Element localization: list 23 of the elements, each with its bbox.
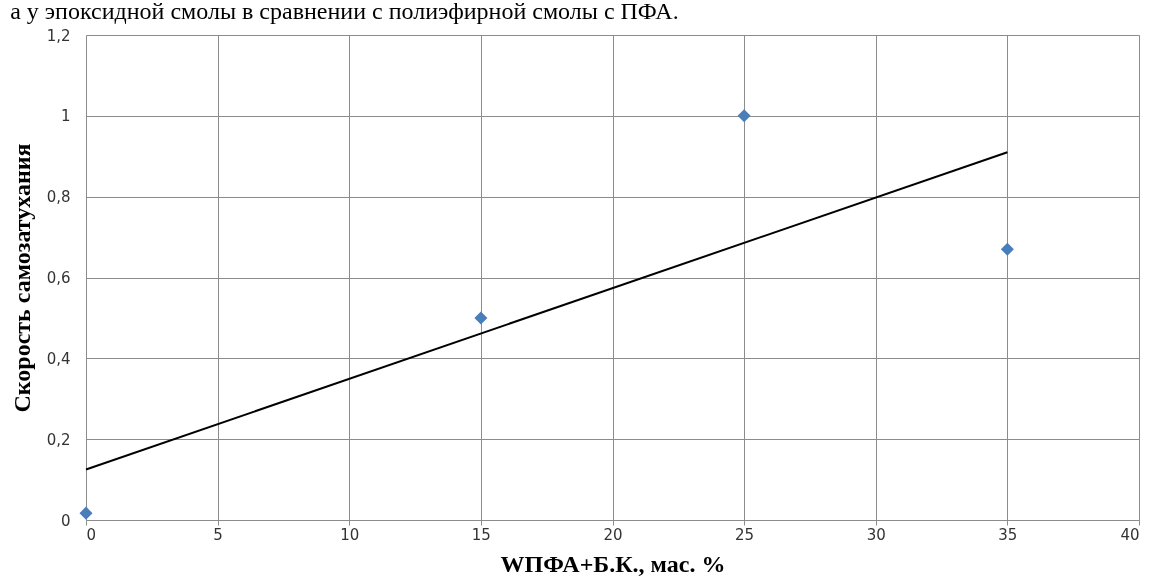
y-tick-label: 1,2 [46, 26, 71, 45]
y-tick-label: 0,6 [46, 269, 71, 287]
y-tick-label: 0,8 [46, 188, 71, 207]
point [79, 506, 93, 520]
y-axis-title: Скорость самозатухания [8, 143, 35, 413]
y-tick-label: 0 [60, 511, 71, 530]
y-tick-label: 1 [60, 107, 71, 126]
x-tick-label: 5 [213, 525, 223, 544]
point [737, 109, 751, 123]
y-tick-label: 0,2 [46, 430, 71, 449]
text: а у эпоксидной смолы в сравнении с полиэфирной смолы с ПФА. [10, 0, 679, 24]
point [474, 311, 488, 325]
point [1000, 242, 1014, 256]
x-tick-label: 10 [340, 525, 360, 544]
x-tick-label: 40 [1120, 525, 1140, 544]
x-tick-label: 25 [735, 525, 755, 544]
y-tick-label: 0,4 [46, 349, 71, 368]
x-axis-title: WПФА+Б.К., мас. % [500, 550, 726, 577]
x-tick-label: 15 [471, 525, 491, 544]
x-tick-label: 0 [86, 525, 97, 544]
x-tick-label: 20 [603, 525, 623, 544]
x-tick-label: 30 [866, 525, 886, 544]
x-tick-label: 35 [998, 525, 1018, 544]
